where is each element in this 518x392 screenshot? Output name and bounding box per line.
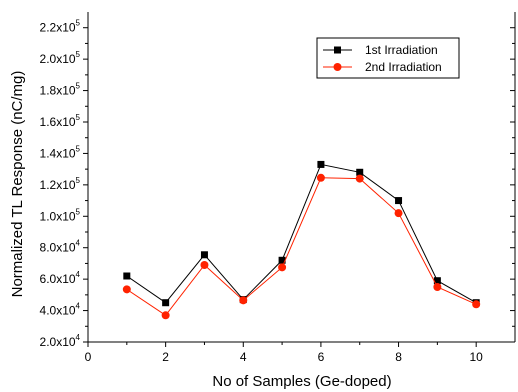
series-1st-point [395, 197, 403, 205]
y-tick-label: 2.0x104 [40, 333, 81, 349]
series-1st-line [126, 163, 477, 304]
series-1st-point [162, 299, 170, 307]
series-2nd-point [239, 296, 248, 305]
legend-2nd-marker [333, 63, 342, 71]
legend-1st-label: 1st Irradiation [365, 43, 438, 57]
series-2nd-line [126, 177, 477, 316]
series-2nd-point [394, 209, 403, 218]
series-1st-point [200, 251, 208, 259]
series-2nd-point [355, 174, 364, 183]
legend-box [316, 37, 460, 79]
y-tick-label: 4.0x104 [40, 302, 81, 318]
x-tick-label: 8 [395, 350, 402, 364]
series-2nd-point [472, 300, 481, 309]
series-1st-point [123, 272, 131, 280]
y-tick-label: 1.6x105 [40, 113, 81, 129]
x-tick-label: 6 [318, 350, 325, 364]
y-tick-label: 1.2x105 [40, 176, 81, 192]
legend: 1st Irradiation 2nd Irradiation [316, 37, 460, 79]
y-tick-label: 2.0x105 [40, 50, 81, 66]
y-tick-label: 8.0x104 [40, 239, 81, 255]
series-2nd-group [122, 173, 481, 320]
series-1st-point [278, 256, 286, 264]
series-layer [122, 160, 481, 320]
series-2nd-point [278, 263, 287, 272]
legend-2nd-label: 2nd Irradiation [365, 60, 442, 74]
series-2nd-point [161, 311, 170, 320]
x-axis-ticks: 0 2 4 6 8 10 [85, 342, 484, 364]
y-tick-label: 6.0x104 [40, 270, 81, 286]
legend-1st-marker [334, 46, 341, 54]
series-1st-group [123, 160, 480, 307]
x-tick-label: 0 [85, 350, 92, 364]
series-2nd-point [433, 283, 442, 291]
y-tick-label: 1.4x105 [40, 144, 81, 160]
x-tick-label: 4 [240, 350, 247, 364]
series-2nd-point [316, 173, 325, 182]
series-2nd-point [122, 285, 131, 294]
y-tick-label: 2.2x105 [40, 19, 81, 35]
y-axis-ticks: 2.0x104 4.0x104 6.0x104 8.0x104 1.0x105 1.2x1… [40, 19, 515, 349]
x-tick-label: 10 [470, 350, 484, 364]
y-axis-title: Normalized TL Response (nC/mg) [9, 71, 26, 298]
series-1st-point [356, 168, 364, 176]
series-2nd-point [200, 261, 209, 269]
series-1st-point [433, 277, 441, 285]
x-axis-title: No of Samples (Ge-doped) [212, 373, 391, 390]
plot-frame [87, 12, 516, 343]
x-tick-label: 2 [162, 350, 169, 364]
y-tick-label: 1.8x105 [40, 82, 81, 98]
series-1st-point [317, 160, 325, 168]
y-tick-label: 1.0x105 [40, 207, 81, 223]
